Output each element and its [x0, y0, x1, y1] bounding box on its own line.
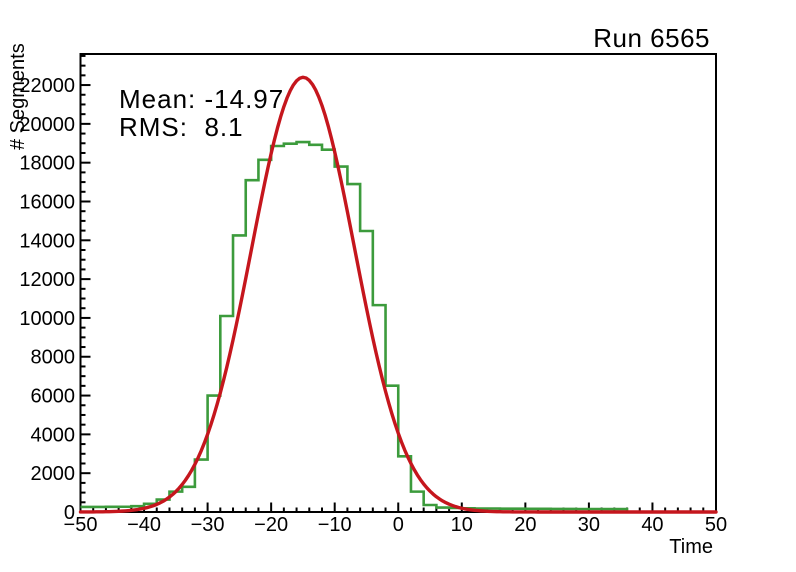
x-axis-tick-label: −30: [191, 514, 225, 536]
stat-mean-label: Mean: -14.97: [119, 84, 284, 114]
y-axis-tick-label: 20000: [19, 114, 75, 136]
x-axis-tick-label: 10: [451, 514, 473, 536]
y-axis-tick-label: 8000: [31, 347, 76, 369]
y-axis-tick-label: 0: [64, 502, 75, 524]
y-axis-tick-label: 2000: [31, 463, 76, 485]
y-axis-tick-label: 14000: [19, 230, 75, 252]
x-axis-tick-label: 50: [705, 514, 727, 536]
stat-rms-label: RMS: 8.1: [119, 112, 244, 142]
x-axis-tick-label: −50: [64, 514, 98, 536]
y-axis-tick-label: 4000: [31, 424, 76, 446]
x-axis-tick-label: −40: [127, 514, 161, 536]
fit-curve: [78, 75, 718, 514]
y-axis-tick-label: 12000: [19, 269, 75, 291]
plot-frame: [79, 53, 717, 513]
y-axis-tick-label: 10000: [19, 308, 75, 330]
y-axis-tick-label: 22000: [19, 75, 75, 97]
x-axis-tick-label: 40: [641, 514, 663, 536]
y-axis-tick-label: 16000: [19, 191, 75, 213]
x-axis-title: Time: [669, 536, 713, 558]
x-axis-tick-label: 20: [514, 514, 536, 536]
plot-area: −50 −40 −30 −20 −10 0 10 20 30 40 50 0 2000 4000 6000 8…: [19, 53, 727, 536]
y-axis-title: # Segments: [7, 43, 29, 150]
x-axis-tick-label: −20: [254, 514, 288, 536]
y-axis-tick-label: 18000: [19, 153, 75, 175]
x-axis-tick-label: 30: [578, 514, 600, 536]
x-axis-tick-label: −10: [318, 514, 352, 536]
plot-title: Run 6565: [593, 23, 710, 53]
y-axis-tick-label: 6000: [31, 386, 76, 408]
x-axis-tick-label: 0: [393, 514, 404, 536]
